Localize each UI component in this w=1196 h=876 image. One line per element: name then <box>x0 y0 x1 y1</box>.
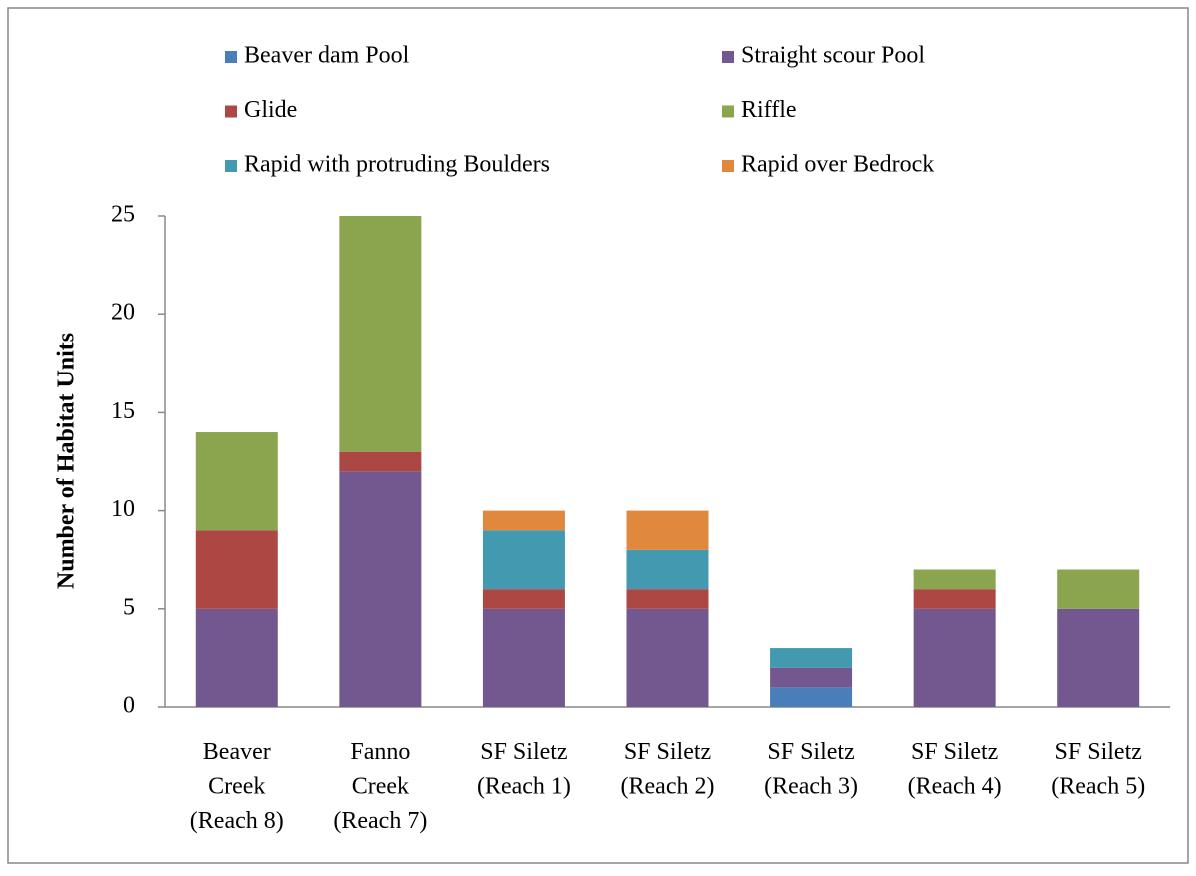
bar-segment <box>195 432 278 531</box>
chart-frame <box>7 7 1189 864</box>
legend-swatch <box>225 160 237 172</box>
legend-label: Glide <box>244 97 297 123</box>
legend-label: Rapid with protruding Boulders <box>244 152 550 178</box>
legend-label: Beaver dam Pool <box>244 43 410 69</box>
bar-segment <box>482 510 565 531</box>
bar-segment <box>626 608 709 707</box>
y-tick-label: 20 <box>111 300 135 326</box>
x-tick-label-line: (Reach 3) <box>764 773 858 799</box>
legend-swatch <box>722 51 734 63</box>
legend-label: Straight scour Pool <box>741 43 925 69</box>
x-tick-label-line: Fanno <box>350 739 410 765</box>
bar-segment <box>339 471 422 707</box>
x-tick-label: SF Siletz (Reach 1) <box>477 739 571 800</box>
bar-segment <box>482 589 565 609</box>
x-tick-label: Beaver Creek (Reach 8) <box>190 739 284 834</box>
bar-segment <box>195 608 278 707</box>
x-tick-label: SF Siletz (Reach 4) <box>908 739 1002 800</box>
bar-segment <box>913 569 996 590</box>
bar-segment <box>626 510 709 550</box>
legend-label: Rapid over Bedrock <box>741 152 934 178</box>
x-tick-label-line: SF Siletz <box>911 739 998 765</box>
x-tick-label-line: Creek <box>208 773 265 799</box>
x-tick-label-line: Beaver <box>203 739 271 765</box>
y-tick-label: 0 <box>123 693 135 719</box>
x-tick-label-line: (Reach 1) <box>477 773 571 799</box>
y-axis-title: Number of Habitat Units <box>54 333 80 589</box>
x-tick-label-line: SF Siletz <box>1055 739 1142 765</box>
legend-swatch <box>225 105 237 118</box>
bar-segment <box>195 530 278 609</box>
x-tick-label-line: Creek <box>352 773 409 799</box>
x-tick-label-line: SF Siletz <box>624 739 711 765</box>
x-tick-label-line: SF Siletz <box>767 739 854 765</box>
x-tick-label-line: (Reach 2) <box>621 773 715 799</box>
bar-segment <box>339 451 422 472</box>
x-tick-label-line: SF Siletz <box>480 739 567 765</box>
bar-segment <box>1057 608 1140 707</box>
bar-segment <box>770 667 853 688</box>
x-tick-label: SF Siletz (Reach 5) <box>1051 739 1145 800</box>
legend-swatch <box>722 160 734 172</box>
legend-label: Riffle <box>741 97 797 123</box>
y-tick-label: 25 <box>111 202 135 228</box>
x-tick-label: SF Siletz (Reach 2) <box>621 739 715 800</box>
x-tick-label-line: (Reach 8) <box>190 808 284 834</box>
bar-segment <box>770 648 853 668</box>
y-tick-label: 10 <box>111 496 135 522</box>
bar-segment <box>339 216 422 452</box>
x-tick-label-line: (Reach 5) <box>1051 773 1145 799</box>
x-tick-label-line: (Reach 4) <box>908 773 1002 799</box>
bar-segment <box>1057 569 1140 609</box>
y-tick-label: 15 <box>111 398 135 424</box>
bar-segment <box>482 530 565 590</box>
bar-segment <box>913 589 996 609</box>
legend-swatch <box>225 51 237 63</box>
x-tick-label-line: (Reach 7) <box>333 808 427 834</box>
x-tick-label: SF Siletz (Reach 3) <box>764 739 858 800</box>
legend-swatch <box>722 105 734 118</box>
bar-segment <box>626 589 709 609</box>
bar-segment <box>482 608 565 707</box>
y-tick-label: 5 <box>123 594 135 620</box>
bar-segment <box>770 687 853 707</box>
bar-segment <box>626 549 709 590</box>
bar-segment <box>913 608 996 707</box>
x-tick-label: Fanno Creek (Reach 7) <box>333 739 427 834</box>
